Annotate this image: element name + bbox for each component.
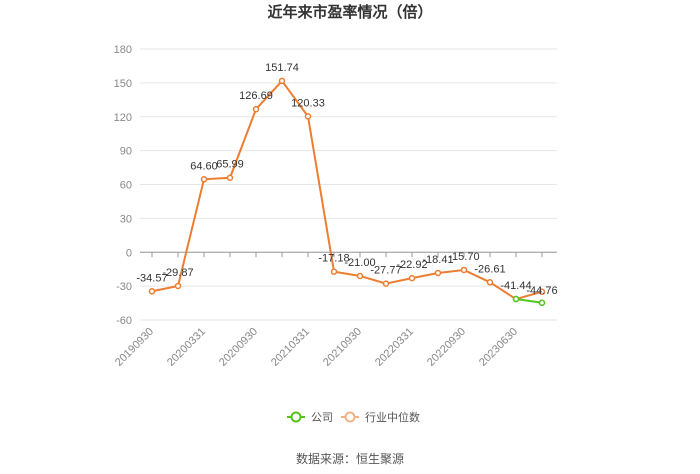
- data-label: 65.99: [216, 159, 244, 171]
- y-tick-label: 30: [120, 213, 132, 225]
- y-tick-label: 150: [114, 78, 132, 90]
- data-point[interactable]: [174, 282, 182, 290]
- y-tick-label: 0: [126, 247, 132, 259]
- data-point[interactable]: [278, 77, 286, 85]
- data-label: -18.41: [422, 254, 453, 266]
- series-line-industry-median: [151, 79, 543, 301]
- y-tick-label: 90: [120, 146, 132, 158]
- y-tick-label: -60: [116, 315, 132, 327]
- x-tick-label: 20200930: [217, 326, 260, 369]
- data-label: 64.60: [190, 160, 218, 172]
- data-point[interactable]: [434, 269, 442, 277]
- legend: 公司 行业中位数: [287, 410, 420, 424]
- data-label: 126.69: [239, 90, 273, 102]
- x-tick-label: 20210930: [321, 326, 364, 369]
- legend-company-marker-icon: [290, 411, 302, 423]
- x-tick-label: 20200331: [165, 326, 208, 369]
- data-point[interactable]: [460, 266, 468, 274]
- x-tick-label: 20190930: [113, 326, 156, 369]
- data-label: -26.61: [474, 263, 505, 275]
- data-label: -27.77: [370, 265, 401, 277]
- data-label: -17.18: [318, 253, 349, 265]
- series-layer: [148, 77, 546, 307]
- data-label: -34.57: [136, 272, 167, 284]
- data-label: -21.00: [344, 257, 375, 269]
- legend-industry-marker-icon: [344, 411, 356, 423]
- y-tick-label: 180: [114, 44, 132, 56]
- data-point[interactable]: [304, 113, 312, 120]
- y-tick-label: -30: [116, 281, 132, 293]
- data-label: -29.87: [162, 267, 193, 279]
- data-point[interactable]: [356, 272, 364, 280]
- data-label: -41.44: [500, 280, 531, 292]
- data-label: -22.92: [396, 259, 427, 271]
- data-point[interactable]: [148, 288, 156, 295]
- data-label: -44.76: [526, 285, 557, 297]
- data-point[interactable]: [538, 299, 546, 307]
- data-point[interactable]: [200, 176, 208, 183]
- data-label: -15.70: [448, 251, 479, 263]
- data-point[interactable]: [330, 268, 338, 275]
- legend-item-company[interactable]: 公司: [287, 411, 333, 424]
- data-point[interactable]: [486, 279, 494, 286]
- y-tick-label: 60: [120, 180, 132, 192]
- series-line-company: [515, 298, 543, 304]
- chart-title: 近年来市盈率情况（倍）: [267, 3, 432, 21]
- x-tick-label: 20230630: [477, 326, 520, 369]
- data-point[interactable]: [408, 274, 416, 282]
- data-point[interactable]: [512, 295, 520, 303]
- data-point[interactable]: [226, 174, 234, 181]
- data-point[interactable]: [252, 105, 260, 113]
- data-point[interactable]: [538, 288, 546, 296]
- y-tick-label: 120: [114, 112, 132, 124]
- data-point[interactable]: [382, 280, 390, 287]
- data-source-note: 数据来源：恒生聚源: [295, 452, 404, 466]
- x-tick-label: 20210331: [269, 326, 312, 369]
- legend-label-industry-median: 行业中位数: [365, 410, 420, 424]
- x-tick-label: 20220331: [373, 326, 416, 369]
- data-label: 120.33: [291, 97, 325, 109]
- x-tick-label: 20220930: [425, 326, 468, 369]
- legend-item-industry-median[interactable]: 行业中位数: [341, 410, 420, 424]
- data-label: 151.74: [265, 62, 299, 74]
- y-axis-ticks: 180 150 120 90 60 30 0 -30 -60: [114, 44, 132, 327]
- legend-label-company: 公司: [311, 411, 333, 424]
